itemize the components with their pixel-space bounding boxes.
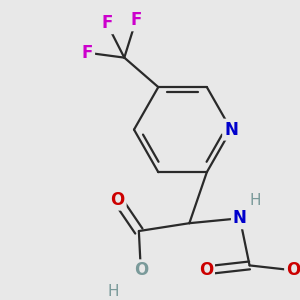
Text: O: O — [286, 261, 300, 279]
Text: F: F — [101, 14, 112, 32]
Text: F: F — [82, 44, 93, 62]
Text: H: H — [250, 193, 261, 208]
Text: N: N — [233, 209, 247, 227]
Text: F: F — [130, 11, 142, 29]
Text: O: O — [110, 190, 124, 208]
Text: H: H — [108, 284, 119, 299]
Text: O: O — [199, 261, 213, 279]
Text: N: N — [224, 121, 238, 139]
Text: O: O — [134, 261, 148, 279]
